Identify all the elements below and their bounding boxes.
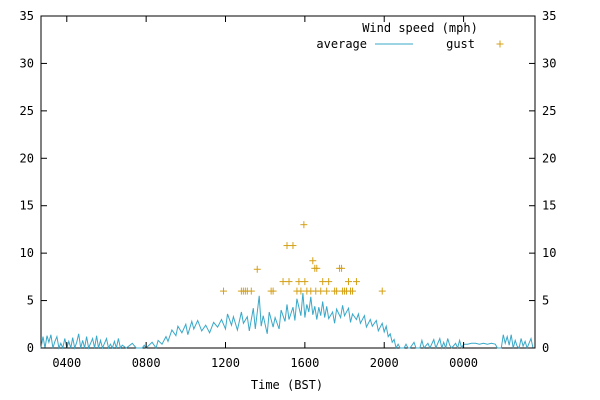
gust-point <box>333 287 341 295</box>
y-tick-label-left: 5 <box>27 294 34 308</box>
x-tick-label: 1600 <box>290 356 319 370</box>
x-axis-label: Time (BST) <box>251 378 323 392</box>
y-tick-label-left: 25 <box>20 104 34 118</box>
x-tick-label: 2000 <box>370 356 399 370</box>
gust-point <box>297 287 305 295</box>
y-tick-label-left: 35 <box>20 9 34 23</box>
y-tick-label-left: 20 <box>20 151 34 165</box>
gust-point <box>323 287 331 295</box>
gust-point <box>325 278 333 286</box>
legend: Wind speed (mph) average gust <box>316 21 504 51</box>
series-layer <box>40 221 535 350</box>
x-tick-label: 0800 <box>132 356 161 370</box>
gust-point <box>253 265 261 273</box>
gust-point <box>348 287 356 295</box>
gust-point <box>345 278 353 286</box>
y-tick-label-right: 35 <box>542 9 556 23</box>
gust-point <box>338 264 346 272</box>
y-tick-label-right: 15 <box>542 199 556 213</box>
gust-point <box>289 242 297 250</box>
gust-point <box>279 278 287 286</box>
plot-border <box>40 15 536 349</box>
y-tick-label-right: 30 <box>542 56 556 70</box>
y-tick-label-right: 25 <box>542 104 556 118</box>
x-tick-label: 0400 <box>52 356 81 370</box>
gust-point <box>283 242 291 250</box>
gust-point <box>269 287 277 295</box>
gust-point <box>247 287 255 295</box>
gust-point <box>309 257 317 265</box>
y-tick-label-right: 5 <box>542 294 549 308</box>
gust-point <box>319 278 327 286</box>
y-tick-label-left: 0 <box>27 341 34 355</box>
gust-point <box>300 221 308 229</box>
legend-gust-plus <box>496 40 504 48</box>
legend-gust-label: gust <box>446 37 475 51</box>
legend-gust-marker <box>496 40 504 48</box>
y-tick-label-left: 15 <box>20 199 34 213</box>
x-tick-label: 0000 <box>449 356 478 370</box>
gust-point <box>352 278 360 286</box>
gust-point <box>295 278 303 286</box>
legend-average-label: average <box>316 37 367 51</box>
y-tick-label-left: 10 <box>20 246 34 260</box>
axes-layer: 0 0 5 5 10 10 15 15 20 20 25 25 30 30 35 35 0400 0800 1200… <box>20 9 557 370</box>
gust-point <box>220 287 228 295</box>
y-tick-label-left: 30 <box>20 56 34 70</box>
y-tick-label-right: 20 <box>542 151 556 165</box>
gust-point <box>313 264 321 272</box>
gust-point <box>317 287 325 295</box>
average-wind-line <box>40 292 535 350</box>
gust-point <box>378 287 386 295</box>
plot-area <box>40 15 536 349</box>
y-tick-label-right: 10 <box>542 246 556 260</box>
y-tick-label-right: 0 <box>542 341 549 355</box>
legend-title: Wind speed (mph) <box>362 21 478 35</box>
gust-point <box>301 278 309 286</box>
x-tick-label: 1200 <box>211 356 240 370</box>
gust-point <box>285 278 293 286</box>
